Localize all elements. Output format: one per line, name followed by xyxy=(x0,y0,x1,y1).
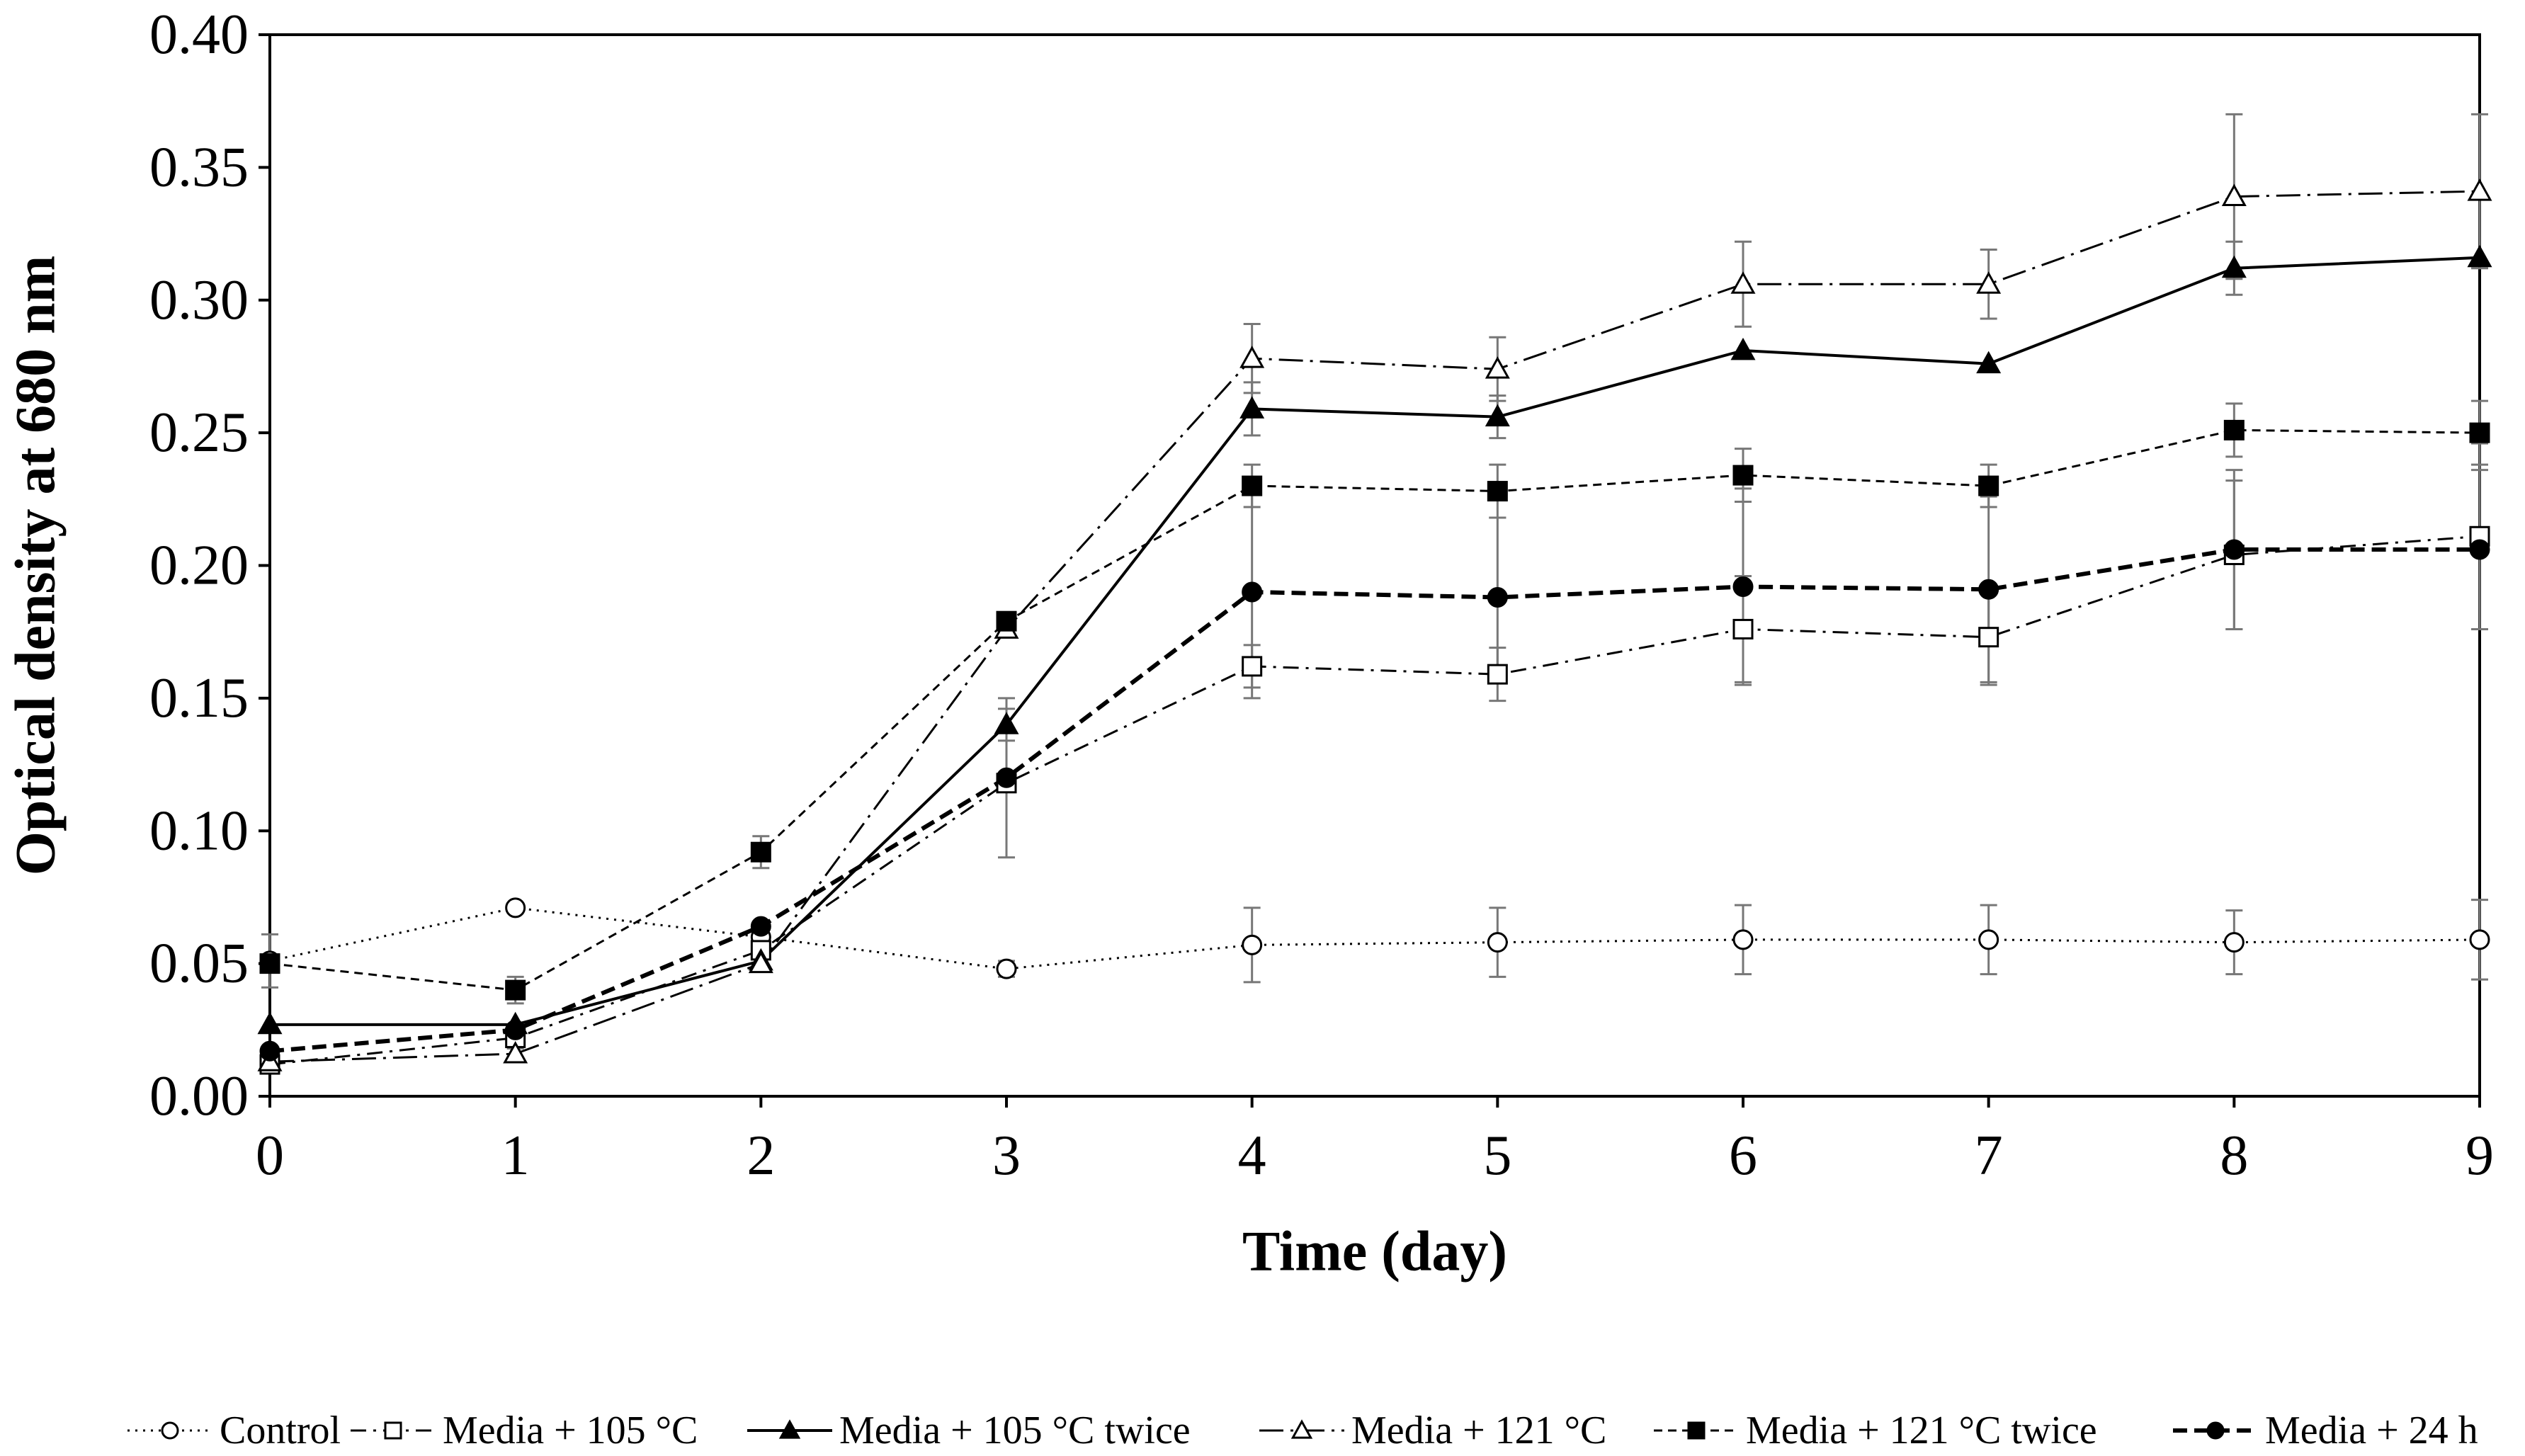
data-point-marker xyxy=(1239,396,1265,419)
data-point-marker xyxy=(750,916,771,937)
data-point-marker xyxy=(1976,271,2002,294)
data-point-marker xyxy=(505,1019,526,1040)
data-point-marker xyxy=(1487,664,1508,685)
series-line-1 xyxy=(269,906,2480,970)
data-point-marker xyxy=(257,1011,283,1035)
x-axis-title: Time (day) xyxy=(1242,1220,1507,1282)
data-point-marker xyxy=(1976,351,2002,374)
data-point-marker xyxy=(1732,465,1754,486)
data-point-marker xyxy=(996,958,1017,979)
data-point-marker xyxy=(1485,356,1510,379)
legend-label: Media + 121 °C twice xyxy=(1746,1409,2097,1452)
data-point-marker xyxy=(1242,581,1263,603)
data-point-marker xyxy=(161,1421,179,1440)
data-point-marker xyxy=(2467,244,2492,268)
y-tick-label: 0.15 xyxy=(149,667,249,729)
legend-label: Control xyxy=(220,1409,341,1452)
y-tick-label: 0.25 xyxy=(149,402,249,464)
data-point-marker xyxy=(2223,539,2245,560)
legend-label: Media + 121 °C xyxy=(1351,1409,1606,1452)
x-tick-label: 2 xyxy=(747,1125,775,1187)
data-point-marker xyxy=(996,610,1017,632)
data-point-marker xyxy=(1730,337,1756,360)
data-point-marker xyxy=(1732,618,1754,639)
data-point-marker xyxy=(1978,579,1999,600)
data-point-marker xyxy=(2223,932,2245,953)
data-point-marker xyxy=(994,712,1019,734)
data-point-marker xyxy=(778,1419,801,1439)
data-point-marker xyxy=(1730,271,1756,294)
y-tick-label: 0.40 xyxy=(149,4,249,66)
series-lines xyxy=(269,190,2480,1066)
data-point-marker xyxy=(1978,627,1999,648)
x-tick-label: 7 xyxy=(1975,1125,2003,1187)
data-point-marker xyxy=(505,897,526,918)
data-point-marker xyxy=(1487,586,1508,608)
series-line-2 xyxy=(269,535,2480,1066)
data-point-marker xyxy=(2469,422,2490,443)
y-axis-title: Optical density at 680 nm xyxy=(4,256,67,876)
data-point-marker xyxy=(2221,183,2247,207)
y-tick-label: 0.35 xyxy=(149,136,249,198)
data-point-marker xyxy=(1732,929,1754,950)
x-tick-label: 6 xyxy=(1729,1125,1757,1187)
series-line-5 xyxy=(269,428,2480,991)
data-point-marker xyxy=(2469,539,2490,560)
y-tick-label: 0.20 xyxy=(149,535,249,597)
x-tick-label: 4 xyxy=(1238,1125,1266,1187)
data-point-marker xyxy=(384,1421,402,1440)
data-point-marker xyxy=(1978,929,1999,950)
data-point-marker xyxy=(1487,932,1508,953)
data-point-marker xyxy=(505,979,526,1001)
data-point-marker xyxy=(996,767,1017,788)
data-point-marker xyxy=(1687,1421,1706,1440)
data-point-marker xyxy=(2221,255,2247,278)
legend: Control Media + 105 °C Media + 105 °C twic… xyxy=(127,1409,2478,1452)
series-line-4 xyxy=(269,190,2480,1063)
x-tick-label: 1 xyxy=(501,1125,530,1187)
y-tick-label: 0.00 xyxy=(149,1065,249,1127)
data-point-marker xyxy=(1239,346,1265,368)
series-line-3 xyxy=(270,256,2480,1026)
y-tick-label: 0.10 xyxy=(149,800,249,862)
x-tick-label: 8 xyxy=(2220,1125,2248,1187)
data-point-marker xyxy=(2467,178,2492,201)
data-point-marker xyxy=(2223,419,2245,440)
data-point-marker xyxy=(748,950,773,974)
data-point-marker xyxy=(1242,475,1263,496)
axes: 0.00 0.05 0.10 0.15 0.20 0.25 0.30 0.35 0.40 0 1 2 3… xyxy=(149,4,2494,1187)
data-point-marker xyxy=(2206,1421,2225,1440)
legend-label: Media + 24 h xyxy=(2265,1409,2478,1452)
data-point-marker xyxy=(503,1041,528,1064)
data-point-marker xyxy=(750,841,771,863)
x-tick-label: 9 xyxy=(2466,1125,2494,1187)
data-point-marker xyxy=(2469,929,2490,950)
series-markers xyxy=(257,178,2492,1075)
legend-label: Media + 105 °C twice xyxy=(839,1409,1191,1452)
data-point-marker xyxy=(1242,934,1263,955)
x-tick-label: 3 xyxy=(992,1125,1021,1187)
data-point-marker xyxy=(259,953,280,974)
data-point-marker xyxy=(1487,481,1508,502)
x-tick-label: 5 xyxy=(1483,1125,1511,1187)
x-tick-label: 0 xyxy=(256,1125,284,1187)
data-point-marker xyxy=(1485,404,1510,427)
data-point-marker xyxy=(259,1040,280,1062)
data-point-marker xyxy=(1290,1419,1313,1439)
y-tick-label: 0.05 xyxy=(149,933,249,995)
data-point-marker xyxy=(1242,656,1263,677)
data-point-marker xyxy=(1732,576,1754,597)
data-point-marker xyxy=(1978,475,1999,496)
y-tick-label: 0.30 xyxy=(149,269,249,331)
legend-label: Media + 105 °C xyxy=(443,1409,698,1452)
